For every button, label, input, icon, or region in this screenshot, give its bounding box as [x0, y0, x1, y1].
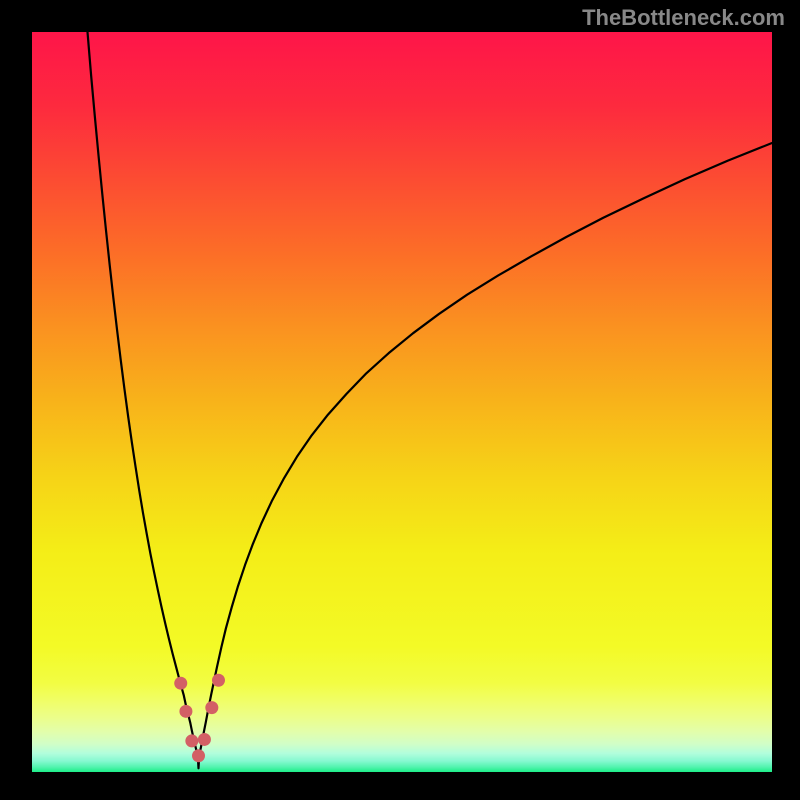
dip-marker — [198, 733, 211, 746]
watermark-text: TheBottleneck.com — [582, 5, 785, 31]
dip-marker — [185, 734, 198, 747]
gradient-background — [32, 32, 772, 772]
dip-marker — [205, 701, 218, 714]
dip-marker — [212, 674, 225, 687]
dip-marker — [192, 749, 205, 762]
dip-marker — [174, 677, 187, 690]
plot-area — [32, 32, 772, 772]
chart-container: TheBottleneck.com — [0, 0, 800, 800]
dip-marker — [179, 705, 192, 718]
